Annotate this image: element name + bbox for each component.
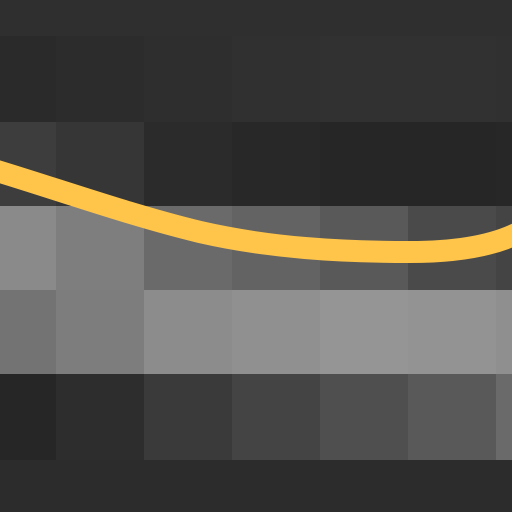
grid-cell <box>56 290 144 374</box>
grid-cell <box>320 290 408 374</box>
grid-cell <box>144 374 232 460</box>
grid-cell <box>320 36 408 122</box>
grid-cell <box>408 36 496 122</box>
grid-cell <box>320 374 408 460</box>
grid-cell <box>408 374 496 460</box>
grid-row <box>0 374 512 460</box>
grid-cell <box>0 36 56 122</box>
grid-row <box>0 122 512 206</box>
grid-cell <box>232 374 320 460</box>
grid-row <box>0 206 512 290</box>
grid-cell <box>0 374 56 460</box>
grid-cell <box>56 36 144 122</box>
grid-cell <box>0 122 56 206</box>
grid-row <box>0 36 512 122</box>
grid-row <box>0 290 512 374</box>
grid-cell <box>496 36 512 122</box>
grid-cell <box>408 122 496 206</box>
grid-cell <box>56 374 144 460</box>
grid-cell <box>144 36 232 122</box>
grid-cell <box>232 122 320 206</box>
grid-cell <box>496 290 512 374</box>
grid-cell <box>232 206 320 290</box>
grid-cell <box>144 206 232 290</box>
grid-cell <box>408 290 496 374</box>
grid-cell <box>56 206 144 290</box>
grid-cell <box>496 374 512 460</box>
grid-cell <box>320 206 408 290</box>
grid-cell <box>0 290 56 374</box>
grid-cell <box>320 122 408 206</box>
grid-cell <box>0 206 56 290</box>
grid-cell <box>496 206 512 290</box>
grid-cell <box>232 290 320 374</box>
bottom-strip <box>0 460 512 512</box>
grid-cell <box>232 36 320 122</box>
grid-cell <box>56 122 144 206</box>
grid-cell <box>144 122 232 206</box>
grid-cell <box>496 122 512 206</box>
top-strip <box>0 0 512 36</box>
grid-cell <box>408 206 496 290</box>
grid-cell <box>144 290 232 374</box>
